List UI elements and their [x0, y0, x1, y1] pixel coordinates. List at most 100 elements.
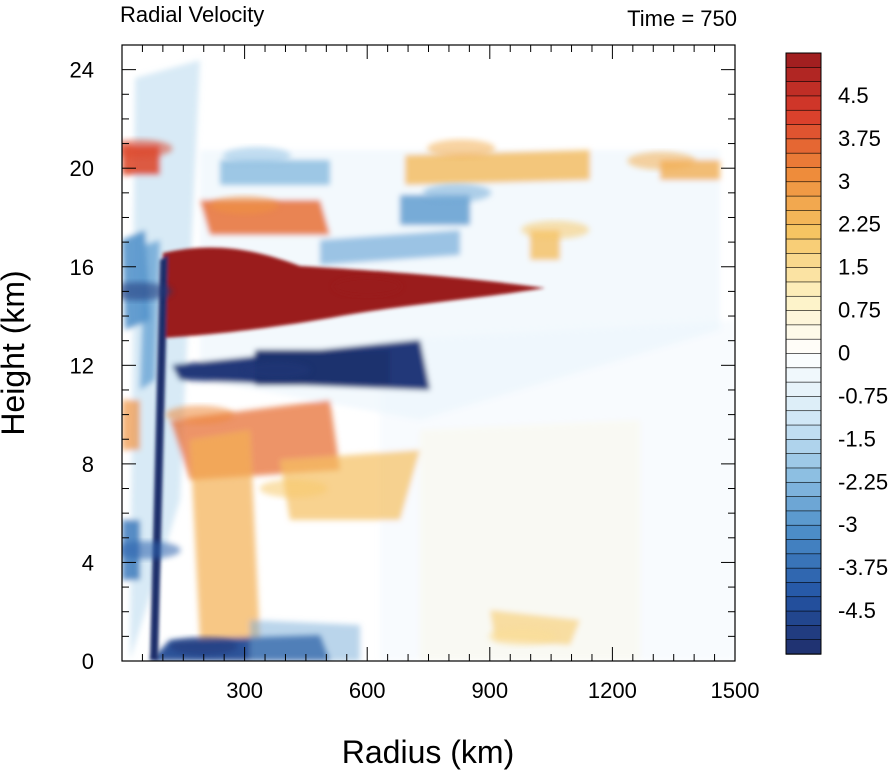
colorbar-segment [785, 481, 822, 498]
colorbar-segment [785, 582, 822, 598]
field-feature-9 [521, 220, 590, 239]
colorbar-labels: 4.5 3.75 3 2.25 1.5 0.75 0 -0.75 -1.5 -2.25 -3 -3.7… [838, 83, 888, 623]
colorbar-segment [785, 625, 822, 641]
field-feature-8 [627, 151, 696, 170]
colorbar-segment [785, 167, 822, 183]
colorbar-segment [785, 52, 822, 69]
field-feature-7 [427, 139, 496, 158]
x-axis-label: Radius (km) [342, 734, 514, 770]
colorbar-label: -3.75 [838, 555, 888, 580]
colorbar-segment [785, 610, 822, 627]
field-region-12 [400, 195, 470, 225]
colorbar-label: 4.5 [838, 83, 869, 108]
field-region-18 [122, 400, 140, 450]
chart-subtitle: Time = 750 [627, 6, 737, 31]
colorbar-segment [785, 453, 822, 469]
field-feature-11 [488, 627, 557, 646]
field-region-3 [420, 420, 640, 660]
colorbar-label: 3 [838, 169, 850, 194]
colorbar-segment [785, 124, 822, 140]
colorbar-segment [785, 67, 822, 83]
colorbar-segment [785, 410, 822, 426]
field-feature-13 [122, 139, 173, 158]
x-tick-label: 600 [349, 678, 386, 703]
field-feature-4 [210, 196, 279, 215]
colorbar-frame [785, 52, 822, 655]
x-tick-label: 900 [471, 678, 508, 703]
colorbar-segment [785, 553, 822, 569]
colorbar-segment [785, 381, 822, 398]
colorbar-segment [785, 496, 822, 512]
colorbar-label: 1.5 [838, 255, 869, 280]
field-region-5 [190, 430, 260, 640]
colorbar-segment [785, 210, 822, 226]
colorbar-segment [785, 95, 822, 111]
colorbar-segment [785, 324, 822, 340]
y-tick-label: 16 [70, 255, 94, 280]
chart-title: Radial Velocity [120, 2, 264, 27]
x-tick-label: 300 [226, 678, 263, 703]
colorbar-label: 0 [838, 341, 850, 366]
field-feature-14 [122, 541, 181, 560]
colorbar-segment [785, 295, 822, 312]
field-feature-12 [122, 282, 173, 301]
colorbar [785, 52, 822, 655]
y-tick-labels: 0 4 8 12 16 20 24 [70, 58, 94, 674]
field-feature-5 [222, 146, 291, 165]
colorbar-label: -1.5 [838, 426, 876, 451]
colorbar-segment [785, 224, 822, 240]
colorbar-segment [785, 567, 822, 584]
y-tick-label: 0 [82, 649, 94, 674]
colorbar-segment [785, 539, 822, 555]
y-tick-label: 24 [70, 58, 94, 83]
colorbar-segment [785, 396, 822, 412]
colorbar-segment [785, 281, 822, 297]
colorbar-segment [785, 109, 822, 126]
field-feature-6 [423, 183, 492, 202]
x-tick-label: 1200 [588, 678, 637, 703]
colorbar-segment [785, 424, 822, 441]
colorbar-label: 3.75 [838, 126, 881, 151]
colorbar-label: -4.5 [838, 598, 876, 623]
colorbar-label: 0.75 [838, 298, 881, 323]
field-feature-1 [243, 361, 312, 380]
colorbar-segment [785, 524, 822, 541]
y-tick-label: 12 [70, 353, 94, 378]
colorbar-segment [785, 81, 822, 97]
field-region-20 [250, 620, 360, 661]
y-tick-label: 4 [82, 550, 94, 575]
colorbar-segment [785, 310, 822, 326]
field-feature-2 [165, 405, 234, 424]
field-feature-10 [169, 637, 238, 656]
colorbar-segment [785, 596, 822, 612]
colorbar-segment [785, 138, 822, 154]
field-region-15 [122, 230, 150, 330]
colorbar-segment [785, 639, 822, 655]
field-region-11 [405, 150, 590, 185]
colorbar-segment [785, 353, 822, 369]
colorbar-segment [785, 267, 822, 283]
colorbar-segment [785, 510, 822, 526]
field-region-6 [280, 450, 420, 520]
colorbar-label: -2.25 [838, 469, 888, 494]
colorbar-label: -3 [838, 512, 858, 537]
y-tick-label: 8 [82, 452, 94, 477]
y-tick-label: 20 [70, 156, 94, 181]
colorbar-segment [785, 367, 822, 383]
colorbar-segment [785, 467, 822, 483]
plot-frame [121, 44, 736, 662]
colorbar-segment [785, 152, 822, 169]
field-region-10 [320, 230, 460, 265]
colorbar-segment [785, 338, 822, 355]
colorbar-label: 2.25 [838, 212, 881, 237]
colorbar-label: -0.75 [838, 383, 888, 408]
colorbar-segment [785, 181, 822, 197]
x-tick-label: 1500 [711, 678, 760, 703]
colorbar-segment [785, 238, 822, 255]
field-region-9 [220, 160, 330, 185]
colorbar-segment [785, 439, 822, 455]
x-tick-labels: 300 600 900 1200 1500 [226, 678, 759, 703]
y-axis-label: Height (km) [0, 270, 31, 435]
colorbar-segment [785, 253, 822, 269]
